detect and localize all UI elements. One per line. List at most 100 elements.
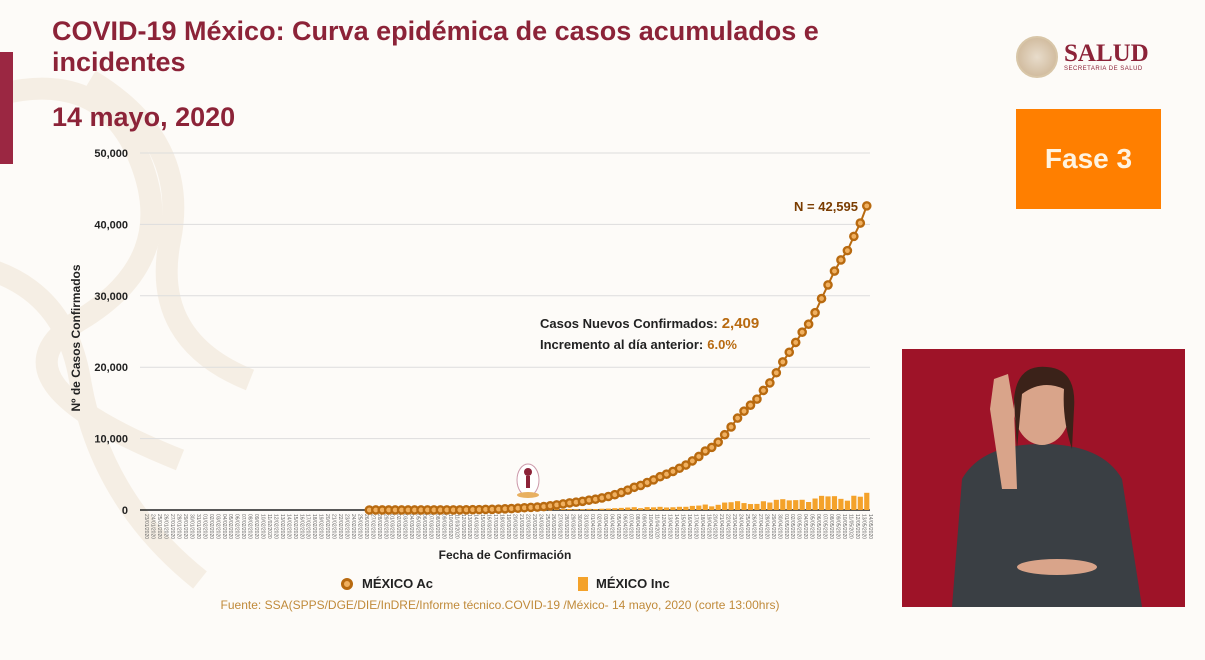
- x-tick-label: 14/03/2020: [473, 514, 479, 539]
- x-tick-label: 19/03/2020: [505, 514, 511, 539]
- x-axis-label: Fecha de Confirmación: [439, 548, 572, 562]
- cumulative-point: [844, 247, 851, 254]
- cumulative-point: [824, 281, 831, 288]
- x-tick-label: 13/02/2020: [279, 514, 285, 539]
- x-tick-label: 03/04/2020: [602, 514, 608, 539]
- x-tick-label: 17/02/2020: [305, 514, 311, 539]
- svg-text:Incremento al día anterior:6.0: Incremento al día anterior:6.0%: [540, 337, 737, 352]
- x-tick-label: 21/04/2020: [718, 514, 724, 539]
- x-tick-label: 29/03/2020: [570, 514, 576, 539]
- incident-bar: [677, 507, 682, 510]
- x-tick-label: 07/03/2020: [427, 514, 433, 539]
- cumulative-point: [863, 202, 870, 209]
- y-tick-label: 30,000: [94, 291, 128, 303]
- cumulative-point: [721, 431, 728, 438]
- cumulative-point: [715, 439, 722, 446]
- incident-bar: [754, 504, 759, 510]
- incident-bar: [690, 506, 695, 510]
- x-tick-label: 22/04/2020: [725, 514, 731, 539]
- x-tick-label: 08/03/2020: [434, 514, 440, 539]
- incident-bar: [832, 496, 837, 510]
- x-tick-label: 25/03/2020: [544, 514, 550, 539]
- x-tick-label: 11/04/2020: [654, 514, 660, 539]
- incident-bar: [858, 497, 863, 510]
- cumulative-point: [818, 295, 825, 302]
- x-tick-label: 05/03/2020: [415, 514, 421, 539]
- x-tick-label: 01/03/2020: [389, 514, 395, 539]
- x-tick-label: 28/02/2020: [376, 514, 382, 539]
- x-tick-label: 30/01/2020: [188, 514, 194, 539]
- x-tick-label: 05/04/2020: [615, 514, 621, 539]
- new-cases-value: 2,409: [722, 315, 760, 332]
- x-tick-label: 20/02/2020: [324, 514, 330, 539]
- x-tick-label: 09/04/2020: [641, 514, 647, 539]
- incident-bar: [825, 496, 830, 510]
- x-tick-label: 07/04/2020: [628, 514, 634, 539]
- x-tick-label: 23/03/2020: [531, 514, 537, 539]
- incident-bar: [793, 500, 798, 510]
- interpreter-figure: [902, 349, 1185, 607]
- incident-bar: [619, 508, 624, 510]
- incident-bar: [722, 503, 727, 510]
- x-tick-label: 10/04/2020: [647, 514, 653, 539]
- cumulative-point: [792, 339, 799, 346]
- x-tick-label: 29/01/2020: [182, 514, 188, 539]
- x-tick-label: 19/02/2020: [318, 514, 324, 539]
- x-tick-label: 08/04/2020: [634, 514, 640, 539]
- x-tick-label: 28/01/2020: [176, 514, 182, 539]
- cumulative-point: [740, 408, 747, 415]
- x-tick-label: 25/04/2020: [744, 514, 750, 539]
- x-tick-label: 15/03/2020: [479, 514, 485, 539]
- x-tick-label: 09/05/2020: [834, 514, 840, 539]
- x-tick-label: 08/02/2020: [247, 514, 253, 539]
- cumulative-point: [837, 256, 844, 263]
- x-tick-label: 03/05/2020: [796, 514, 802, 539]
- cumulative-point: [728, 423, 735, 430]
- x-tick-label: 12/02/2020: [272, 514, 278, 539]
- incident-bar: [670, 507, 675, 510]
- incident-bar: [645, 507, 650, 510]
- incident-bar: [593, 509, 598, 510]
- cumulative-point: [831, 267, 838, 274]
- x-tick-label: 18/02/2020: [311, 514, 317, 539]
- incident-bar: [567, 509, 572, 510]
- x-tick-label: 09/02/2020: [253, 514, 259, 539]
- x-tick-label: 17/04/2020: [692, 514, 698, 539]
- x-tick-label: 26/04/2020: [750, 514, 756, 539]
- x-tick-label: 06/04/2020: [621, 514, 627, 539]
- total-annotation: N = 42,595: [794, 199, 858, 214]
- incident-bar: [741, 503, 746, 510]
- legend-incident-marker: [578, 577, 588, 591]
- incident-bar: [696, 506, 701, 510]
- x-tick-label: 30/03/2020: [576, 514, 582, 539]
- incident-bar: [651, 507, 656, 510]
- x-tick-label: 01/05/2020: [783, 514, 789, 539]
- incident-bar: [845, 501, 850, 510]
- incident-bar: [580, 509, 585, 510]
- x-tick-label: 12/05/2020: [854, 514, 860, 539]
- sign-language-interpreter-video: [902, 349, 1185, 607]
- new-cases-label: Casos Nuevos Confirmados:: [540, 316, 718, 331]
- x-tick-label: 29/04/2020: [770, 514, 776, 539]
- x-tick-label: 27/04/2020: [757, 514, 763, 539]
- x-tick-label: 22/03/2020: [524, 514, 530, 539]
- x-tick-label: 13/05/2020: [860, 514, 866, 539]
- x-tick-label: 20/03/2020: [511, 514, 517, 539]
- x-tick-label: 02/03/2020: [395, 514, 401, 539]
- x-tick-label: 21/02/2020: [331, 514, 337, 539]
- x-tick-label: 19/04/2020: [705, 514, 711, 539]
- source-note: Fuente: SSA(SPPS/DGE/DIE/InDRE/Informe t…: [0, 598, 1000, 612]
- incident-bar: [625, 508, 630, 510]
- incident-bar: [606, 509, 611, 510]
- incident-bar: [561, 509, 566, 510]
- x-tick-label: 26/03/2020: [550, 514, 556, 539]
- x-tick-label: 25/02/2020: [356, 514, 362, 539]
- legend-incident-label: MÉXICO Inc: [596, 576, 670, 591]
- x-tick-label: 06/03/2020: [421, 514, 427, 539]
- x-tick-label: 26/02/2020: [363, 514, 369, 539]
- cumulative-line: [369, 206, 866, 510]
- x-tick-label: 15/02/2020: [292, 514, 298, 539]
- incident-bar: [774, 500, 779, 510]
- incident-bar: [638, 508, 643, 510]
- x-tick-label: 05/02/2020: [227, 514, 233, 539]
